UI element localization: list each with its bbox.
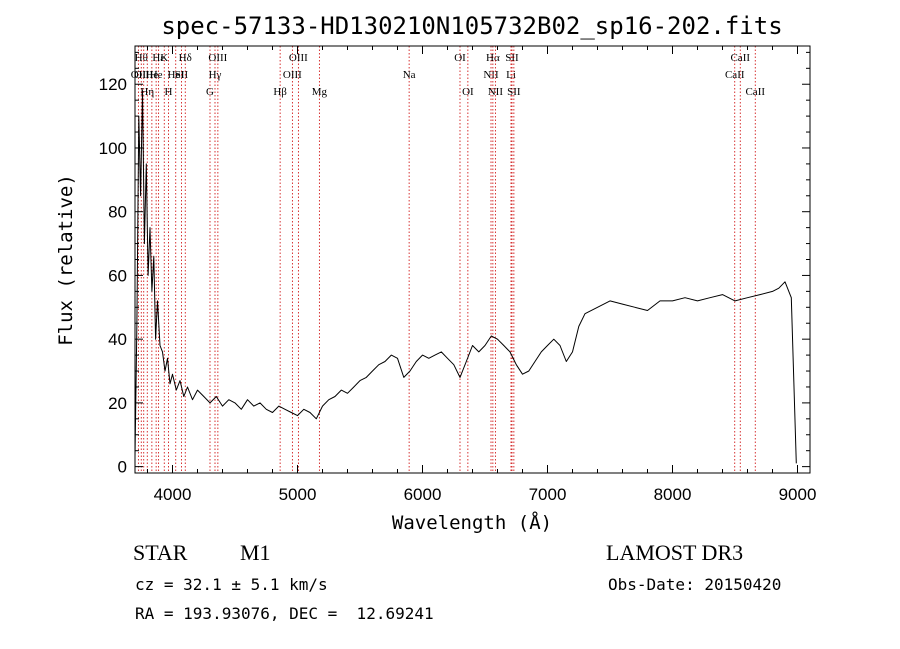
x-axis-label: Wavelength (Å) — [392, 511, 552, 534]
y-axis-label: Flux (relative) — [55, 174, 77, 346]
survey-name: LAMOST DR3 — [606, 540, 744, 565]
object-subclass: M1 — [240, 540, 271, 565]
line-marker-label: SII — [507, 86, 521, 98]
line-marker-label: He — [145, 69, 158, 81]
line-marker-label: SII — [175, 69, 189, 81]
axis-ticks: 4000 5000 6000 7000 8000 9000 0 20 40 60 80 100 120 — [99, 46, 817, 504]
chart-title: spec-57133-HD130210N105732B02_sp16-202.f… — [161, 12, 782, 40]
line-marker-label: Hη — [140, 86, 154, 98]
y-tick-label: 20 — [108, 394, 127, 413]
line-marker-label: HeI — [168, 69, 185, 81]
line-marker-label: G — [206, 86, 214, 98]
line-marker-label: Na — [403, 69, 416, 81]
line-marker-label: CaII — [725, 69, 745, 81]
line-marker-label: OI — [454, 52, 466, 64]
line-marker-label: OIII — [289, 52, 308, 64]
line-markers: OIIHθOIIIHηHeHeHεKHHeISIIHδGHγOIIIHβOIII… — [131, 46, 765, 473]
x-tick-label: 4000 — [154, 485, 192, 504]
line-marker-label: Hα — [486, 52, 500, 64]
line-marker-label: Hε — [152, 52, 165, 64]
line-marker-label: H — [165, 86, 173, 98]
coordinates: RA = 193.93076, DEC = 12.69241 — [135, 604, 434, 623]
spectrum-series — [134, 90, 797, 464]
x-tick-label: 8000 — [654, 485, 692, 504]
line-marker-label: Hθ — [135, 52, 148, 64]
line-marker-label: CaII — [745, 86, 765, 98]
line-marker-label: Hβ — [273, 86, 287, 98]
line-marker-label: He — [150, 69, 163, 81]
x-tick-label: 6000 — [404, 485, 442, 504]
plot-frame — [134, 45, 811, 474]
line-marker-label: NII — [483, 69, 499, 81]
x-tick-label: 5000 — [279, 485, 317, 504]
y-tick-label: 120 — [99, 75, 127, 94]
y-tick-label: 100 — [99, 139, 127, 158]
line-marker-label: Mg — [312, 86, 328, 98]
x-tick-label: 9000 — [779, 485, 817, 504]
line-marker-label: OIII — [283, 69, 302, 81]
y-tick-label: 80 — [108, 203, 127, 222]
line-marker-label: Hγ — [209, 69, 222, 81]
object-class: STAR — [133, 540, 188, 565]
line-marker-label: SII — [505, 52, 519, 64]
redshift-info: cz = 32.1 ± 5.1 km/s — [135, 575, 328, 594]
line-marker-label: K — [160, 52, 168, 64]
y-tick-label: 60 — [108, 266, 127, 285]
line-marker-label: OI — [462, 86, 474, 98]
line-marker-label: OIII — [134, 69, 153, 81]
y-tick-label: 0 — [118, 458, 127, 477]
line-marker-label: OIII — [208, 52, 227, 64]
y-tick-label: 40 — [108, 330, 127, 349]
observation-date: Obs-Date: 20150420 — [608, 575, 782, 594]
line-marker-label: CaII — [730, 52, 750, 64]
line-marker-label: NII — [488, 86, 504, 98]
spectrum-line — [134, 90, 797, 464]
line-marker-label: Hδ — [179, 52, 192, 64]
x-tick-label: 7000 — [529, 485, 567, 504]
line-marker-label: Li — [506, 69, 516, 81]
